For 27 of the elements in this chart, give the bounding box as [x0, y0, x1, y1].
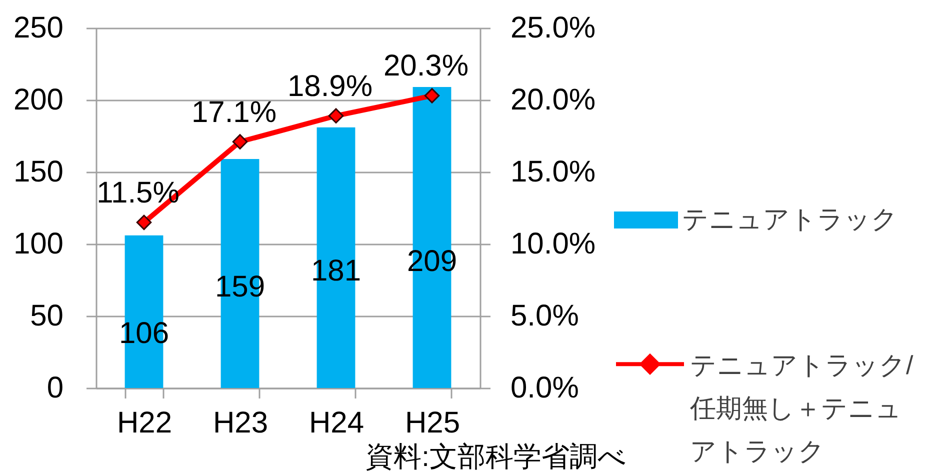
x-tick-label: H24 [308, 406, 364, 440]
text: 資料:文部科学省調べ [366, 441, 626, 472]
point [328, 108, 344, 124]
y2-tick-label: 5.0% [510, 300, 579, 332]
legend-label: テニュアトラック/任期無し＋テニュアトラック [689, 350, 914, 466]
y-tick-label: 0 [46, 372, 64, 404]
y2-tick-label: 15.0% [510, 156, 596, 188]
y2-tick-label: 10.0% [510, 228, 596, 260]
y2-tick-label: 0.0% [510, 372, 579, 404]
data-label: 11.5% [96, 176, 180, 210]
y2-tick-label: 20.0% [510, 84, 596, 116]
y-tick-label: 200 [13, 84, 64, 116]
data-label: 18.9% [287, 70, 373, 103]
legend-label: テニュアトラック [682, 204, 898, 234]
x-tick-label: H23 [212, 406, 268, 440]
x-tick-label: H25 [404, 406, 460, 440]
y2-tick-label: 25.0% [510, 12, 596, 44]
data-label: 20.3% [383, 50, 469, 83]
point [424, 88, 440, 104]
data-label: 17.1% [191, 96, 277, 129]
point [232, 134, 248, 150]
y-tick-label: 250 [13, 12, 64, 44]
point [136, 214, 152, 230]
y-tick-label: 150 [13, 156, 64, 188]
x-tick-label: H22 [116, 406, 172, 440]
y-tick-label: 100 [13, 228, 64, 260]
y-tick-label: 50 [30, 300, 64, 332]
